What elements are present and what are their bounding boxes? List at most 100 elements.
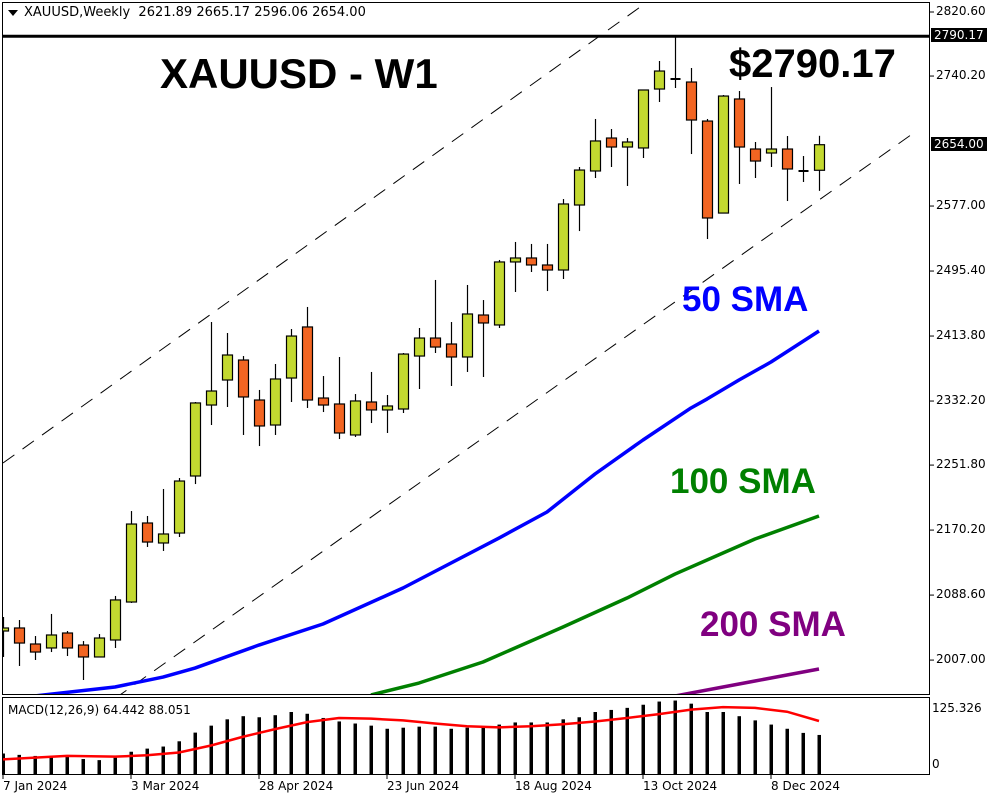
macd-histogram-bar: [785, 728, 789, 774]
candle-body-bull: [3, 627, 10, 632]
candle-body-bull: [397, 353, 410, 410]
dropdown-triangle-icon[interactable]: [8, 9, 18, 16]
macd-histogram-bar: [641, 704, 645, 774]
candle-body-bull: [45, 634, 58, 649]
macd-label: MACD(12,26,9) 64.442 88.051: [8, 703, 191, 717]
candle-body-bull: [653, 70, 666, 90]
macd-histogram-bar: [3, 753, 5, 774]
candle: [429, 279, 442, 354]
macd-histogram-bar: [801, 732, 805, 774]
date-tick-label: 18 Aug 2024: [515, 779, 592, 793]
date-tick-label: 13 Oct 2024: [643, 779, 718, 793]
macd-histogram-bar: [625, 707, 629, 774]
candle: [477, 300, 490, 377]
macd-histogram-bar: [145, 748, 149, 774]
candle-body-bull: [285, 335, 298, 379]
sma-line-50: [36, 329, 820, 694]
candle: [461, 284, 474, 372]
candle: [61, 631, 74, 657]
macd-histogram-bar: [593, 712, 597, 774]
macd-histogram-bar: [97, 760, 101, 774]
macd-histogram-bar: [481, 726, 485, 774]
macd-histogram-bar: [433, 726, 437, 774]
candle-body-bear: [237, 359, 250, 398]
candle: [525, 243, 538, 272]
candle-body-bull: [573, 169, 586, 206]
candle-body-bull: [765, 148, 778, 154]
candle: [253, 389, 266, 447]
macd-histogram-bar: [273, 715, 277, 774]
candle: [541, 243, 554, 292]
sma100-annotation: 100 SMA: [670, 462, 816, 501]
price-tick-label: 2413.80: [936, 328, 986, 343]
macd-histogram-bar: [417, 726, 421, 774]
candle-body-bear: [365, 401, 378, 411]
macd-histogram-bar: [305, 713, 309, 774]
candle: [605, 129, 618, 168]
macd-histogram-bar: [353, 723, 357, 774]
price-tick-label: 2495.40: [936, 263, 986, 278]
macd-histogram-bar: [17, 754, 21, 774]
candle: [237, 356, 250, 435]
candle-body-bear: [605, 137, 618, 148]
candle-body-bull: [557, 203, 570, 271]
chart-header: XAUUSD,Weekly 2621.89 2665.17 2596.06 26…: [8, 5, 366, 20]
candle-body-bull: [205, 390, 218, 406]
symbol-timeframe: XAUUSD,Weekly: [24, 5, 131, 20]
candle: [685, 67, 698, 155]
candle: [397, 353, 410, 413]
candle: [493, 259, 506, 328]
macd-histogram-bar: [529, 722, 533, 774]
candle-body-bear: [781, 148, 794, 170]
macd-histogram-bar: [321, 717, 325, 774]
price-tick-label: 2332.20: [936, 393, 986, 408]
candles: [3, 36, 826, 680]
candle: [333, 356, 346, 440]
candle-body-bear: [429, 337, 442, 348]
candle-body-bear: [541, 264, 554, 271]
candle-body-bull: [637, 89, 650, 149]
candle-body-bull: [621, 141, 634, 148]
candle: [381, 394, 394, 433]
macd-histogram-bar: [257, 717, 261, 774]
macd-histogram-bar: [209, 725, 213, 774]
candle: [717, 95, 730, 214]
candle: [77, 641, 90, 680]
candle: [109, 595, 122, 648]
candle-body-bear: [317, 397, 330, 406]
macd-tick-label: 0: [932, 757, 940, 771]
macd-histogram-bar: [369, 725, 373, 774]
macd-histogram-bar: [241, 716, 245, 774]
candle-body-bear: [301, 326, 314, 401]
candle-body-bull: [125, 523, 138, 603]
candle: [93, 634, 106, 658]
candle: [813, 135, 826, 191]
candle: [573, 167, 586, 232]
candle: [557, 199, 570, 280]
candle: [13, 620, 26, 666]
candle-body-bull: [493, 261, 506, 326]
candle: [365, 371, 378, 424]
macd-histogram-bar: [673, 700, 677, 774]
macd-histogram-bar: [65, 755, 69, 774]
candle-body-bear: [333, 403, 346, 434]
macd-histogram-bar: [33, 755, 37, 774]
macd-histogram-bar: [609, 709, 613, 774]
candle: [733, 91, 746, 184]
candle: [621, 138, 634, 186]
sma50-annotation: 50 SMA: [682, 280, 809, 319]
candle-body-bear: [477, 314, 490, 324]
channel-line: [3, 4, 644, 464]
candle-body-bear: [253, 399, 266, 427]
candle: [445, 322, 458, 386]
candle-body-bull: [109, 599, 122, 641]
macd-histogram-bar: [689, 703, 693, 774]
chart-title-annotation: XAUUSD - W1: [160, 50, 438, 97]
macd-histogram-bar: [705, 712, 709, 774]
macd-histogram-bar: [545, 722, 549, 774]
candle-body-bear: [525, 257, 538, 266]
channel-line: [120, 131, 916, 694]
candle: [141, 515, 154, 547]
macd-histogram-bar: [769, 724, 773, 774]
